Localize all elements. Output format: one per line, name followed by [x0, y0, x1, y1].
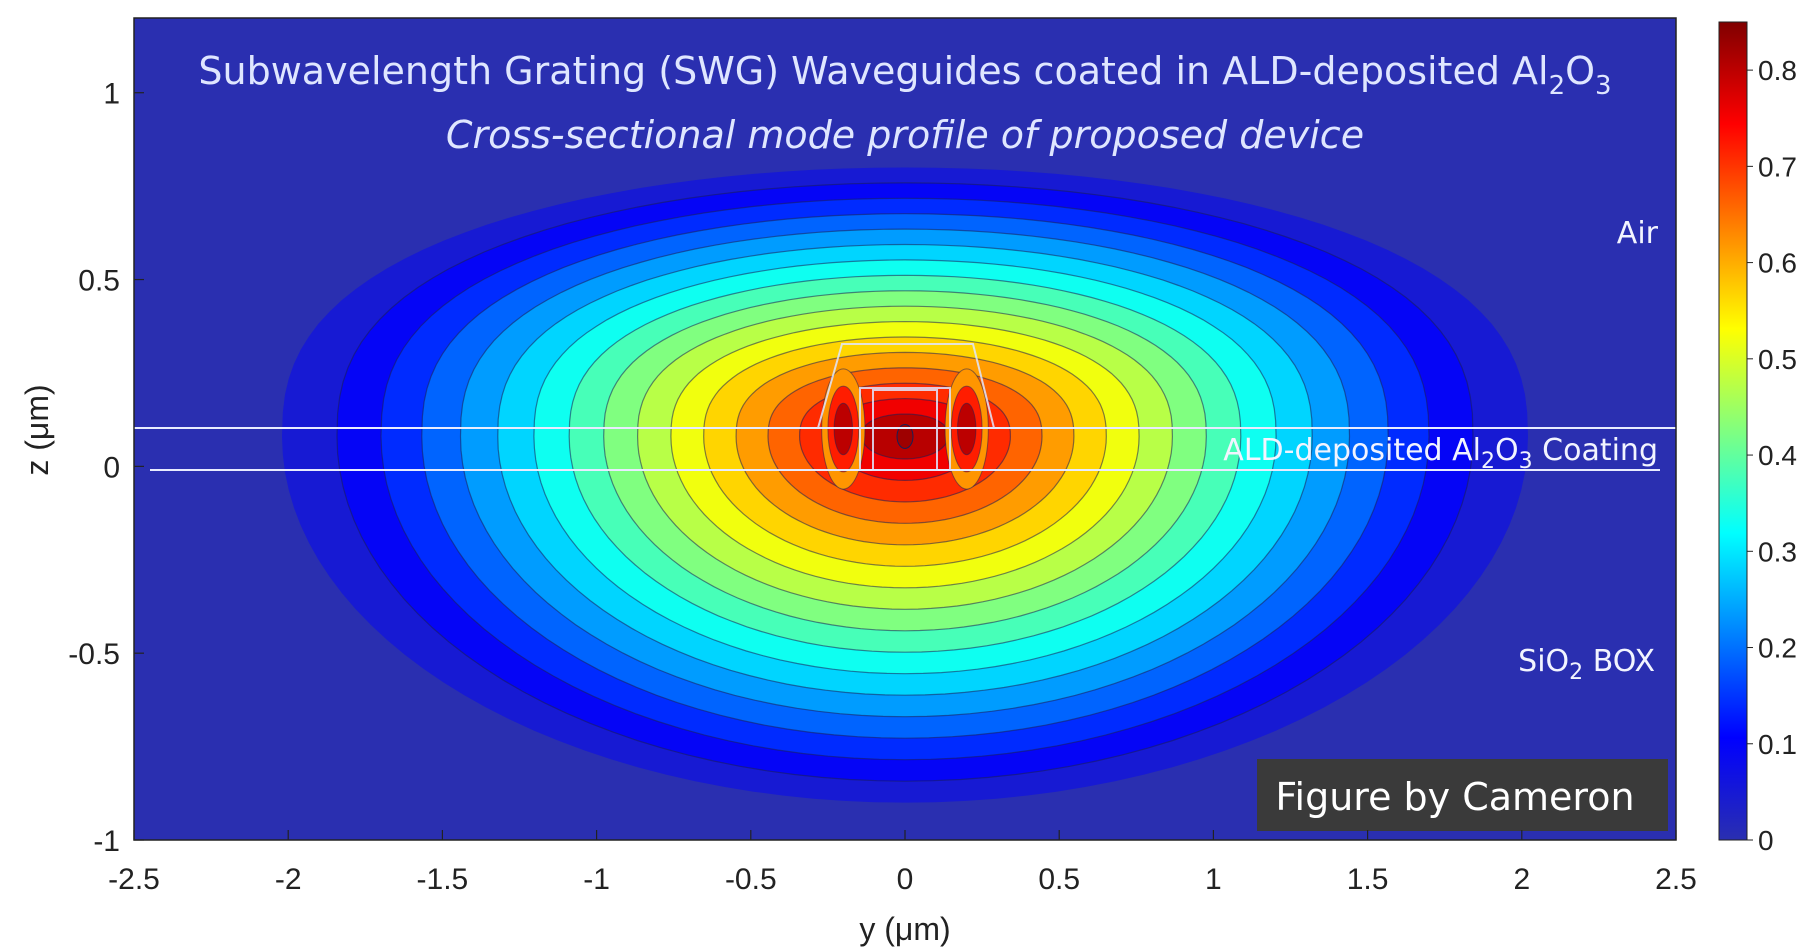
- y-tick-label: 1: [103, 78, 120, 111]
- y-axis-label: z (μm): [19, 384, 55, 475]
- x-tick-label: 1: [1205, 863, 1222, 896]
- colorbar-tick-label: 0.8: [1758, 55, 1797, 86]
- x-axis-label: y (μm): [859, 911, 950, 947]
- x-tick-label: -1.5: [417, 863, 469, 896]
- x-tick-label: 2.5: [1655, 863, 1697, 896]
- chart-subtitle: Cross-sectional mode profile of proposed…: [446, 113, 1364, 157]
- colorbar-tick-label: 0.1: [1758, 729, 1797, 760]
- x-tick-label: 0: [897, 863, 914, 896]
- y-tick-label: 0: [103, 451, 120, 484]
- mode-field-contours: [282, 167, 1528, 803]
- credit-box: [1257, 759, 1668, 831]
- x-tick-label: -2: [275, 863, 302, 896]
- x-tick-label: 1.5: [1347, 863, 1389, 896]
- colorbar: [1718, 21, 1748, 841]
- credit-text: Figure by Cameron: [1275, 775, 1634, 819]
- x-tick-label: 2: [1513, 863, 1530, 896]
- x-tick-label: -0.5: [725, 863, 777, 896]
- colorbar-tick-label: 0.5: [1758, 344, 1797, 375]
- y-tick-label: -1: [93, 825, 120, 858]
- colorbar-tick-label: 0: [1758, 825, 1774, 856]
- colorbar-tick-label: 0.4: [1758, 440, 1797, 471]
- x-tick-label: 0.5: [1038, 863, 1080, 896]
- colorbar-tick-label: 0.6: [1758, 248, 1797, 279]
- colorbar-tick-label: 0.3: [1758, 536, 1797, 567]
- colorbar-tick-label: 0.7: [1758, 151, 1797, 182]
- colorbar-ticks: 0 0.1 0.2 0.3 0.4 0.5 0.6 0.7 0.8: [1747, 55, 1797, 856]
- y-axis-ticks: -1 -0.5 0 0.5 1: [68, 78, 144, 858]
- colorbar-tick-label: 0.2: [1758, 633, 1797, 664]
- air-label: Air: [1617, 216, 1659, 251]
- y-tick-label: -0.5: [68, 638, 120, 671]
- x-tick-label: -2.5: [108, 863, 160, 896]
- box-label: SiO2 BOX: [1518, 644, 1655, 685]
- x-tick-label: -1: [583, 863, 610, 896]
- waveguide-outline: [817, 343, 995, 471]
- field-peak: [896, 423, 914, 449]
- y-tick-label: 0.5: [78, 265, 120, 298]
- chart-title: Subwavelength Grating (SWG) Waveguides c…: [198, 49, 1611, 101]
- coating-label: ALD-deposited Al2O3 Coating: [1223, 433, 1658, 474]
- x-axis-ticks: -2.5 -2 -1.5 -1 -0.5 0 0.5 1 1.5 2 2.5: [108, 830, 1697, 896]
